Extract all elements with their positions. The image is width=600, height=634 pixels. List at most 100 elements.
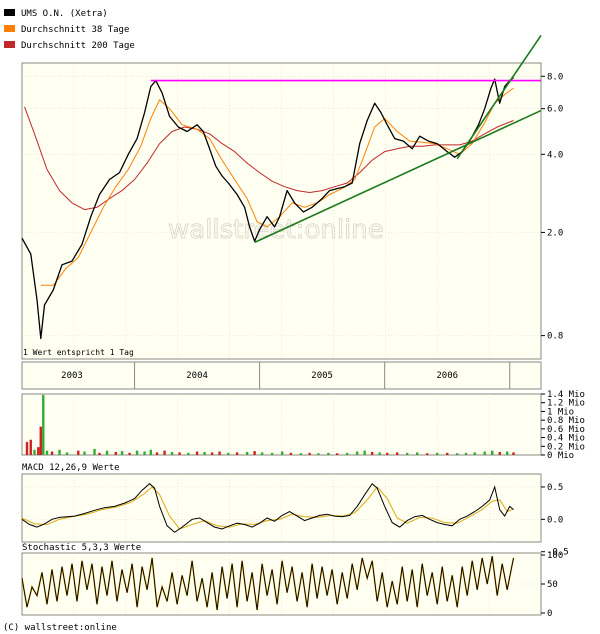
volume-y-tick-label: 0.6 Mio: [547, 425, 585, 435]
volume-y-tick-label: 1.4 Mio: [547, 390, 585, 400]
volume-bars: [25, 394, 515, 455]
x-tick-label: 2004: [186, 371, 208, 381]
volume-bar: [395, 452, 399, 455]
stochastic-y-tick-label: 0: [547, 609, 552, 619]
volume-bar: [235, 452, 239, 455]
volume-bar: [260, 452, 264, 455]
volume-bar: [45, 450, 49, 455]
volume-bar: [37, 447, 40, 455]
volume-bar: [456, 453, 459, 455]
stochastic-y-tick-label: 50: [547, 580, 558, 590]
volume-bar: [187, 452, 190, 455]
volume-bar: [280, 451, 284, 455]
volume-y-tick-label: 1.2 Mio: [547, 399, 585, 409]
volume-bar: [93, 448, 96, 455]
price-y-tick-label: 8.0: [547, 72, 563, 82]
volume-y-tick-label: 0 Mio: [547, 451, 574, 461]
volume-bar: [203, 451, 206, 455]
volume-bar: [149, 449, 153, 455]
x-tick-label: 2003: [61, 371, 83, 381]
volume-bar: [42, 394, 45, 455]
volume-bar: [405, 452, 409, 455]
volume-bar: [253, 451, 256, 455]
volume-bar: [483, 451, 486, 455]
volume-y-tick-label: 0.2 Mio: [547, 442, 585, 452]
x-axis-background: [21, 361, 542, 390]
volume-bar: [385, 452, 389, 455]
macd-series: [21, 482, 514, 533]
volume-bar: [195, 451, 199, 455]
price-series: [21, 77, 514, 340]
volume-bar: [308, 452, 311, 455]
volume-bar: [50, 451, 54, 455]
macd-title: MACD 12,26,9 Werte: [22, 463, 120, 473]
volume-bar: [299, 453, 303, 455]
volume-bar: [25, 441, 29, 455]
macd-y-axis: 0.5 0.0 -0.5: [541, 483, 569, 558]
footnote: 1 Wert entspricht 1 Tag: [23, 348, 134, 357]
volume-bar: [415, 452, 419, 455]
volume-bar: [155, 452, 159, 455]
price-y-axis: 8.0 6.0 4.0 2.0 0.8: [541, 72, 563, 342]
stochastic-line: [21, 556, 514, 611]
volume-bar: [210, 452, 214, 455]
volume-bar: [491, 450, 494, 455]
volume-bar: [473, 452, 476, 455]
volume-bar: [425, 453, 429, 455]
legend-swatch-ma38: [4, 25, 15, 32]
price-y-tick-label: 6.0: [547, 105, 563, 115]
price-y-tick-label: 0.8: [547, 332, 563, 342]
volume-bar: [77, 450, 80, 455]
volume-bar: [143, 451, 146, 455]
legend-label-ma38: Durchschnitt 38 Tage: [21, 25, 129, 35]
stochastic-panel: 100 50 0: [21, 551, 563, 619]
volume-bar: [33, 449, 36, 455]
stochastic-series: [21, 556, 515, 611]
legend-label-ma200: Durchschnitt 200 Tage: [21, 41, 135, 51]
volume-bar: [289, 452, 293, 455]
x-tick-label: 2006: [436, 371, 458, 381]
legend-swatch-ma200: [4, 41, 15, 48]
volume-bar: [105, 450, 109, 455]
volume-bar: [370, 451, 374, 455]
macd-y-tick-label: -0.5: [547, 548, 569, 558]
volume-bar: [345, 452, 349, 455]
volume-grid: [73, 394, 490, 455]
price-panel: wallstreet:online 8.06.04.02.00.8 1 Wert…: [21, 34, 563, 360]
macd-panel: 0.5 0.0 -0.5: [21, 473, 569, 558]
volume-bar: [245, 451, 249, 455]
volume-bar: [98, 452, 101, 455]
volume-bar: [65, 452, 69, 455]
volume-bar: [29, 439, 32, 455]
stochastic-y-axis: 100 50 0: [541, 551, 563, 619]
volume-bar: [464, 452, 468, 455]
volume-bar: [227, 452, 230, 455]
volume-bar: [506, 451, 509, 455]
trend-lines: [150, 34, 542, 244]
ma200-line: [24, 106, 514, 211]
volume-bar: [378, 452, 381, 455]
volume-bar: [39, 426, 42, 455]
trend-upper-line: [456, 34, 542, 160]
price-grid: [22, 63, 541, 359]
volume-bar: [270, 452, 274, 455]
macd-y-tick-label: 0.5: [547, 483, 563, 493]
volume-bar: [128, 452, 131, 455]
volume-bar: [178, 452, 181, 455]
volume-bar: [363, 450, 366, 455]
volume-bar: [498, 451, 501, 455]
macd-line: [21, 482, 514, 533]
volume-bar: [83, 451, 86, 455]
volume-bar: [120, 451, 124, 455]
legend-label-price: UMS O.N. (Xetra): [21, 9, 108, 19]
volume-y-tick-label: 0.8 Mio: [547, 416, 585, 426]
price-line: [21, 77, 514, 340]
macd-y-tick-label: 0.0: [547, 515, 563, 525]
x-tick-label: 2005: [311, 371, 333, 381]
volume-bar: [114, 451, 117, 455]
copyright: (C) wallstreet:online: [3, 623, 117, 633]
volume-y-tick-label: 0.4 Mio: [547, 434, 585, 444]
volume-bar: [512, 452, 515, 455]
legend: UMS O.N. (Xetra) Durchschnitt 38 Tage Du…: [4, 9, 135, 51]
